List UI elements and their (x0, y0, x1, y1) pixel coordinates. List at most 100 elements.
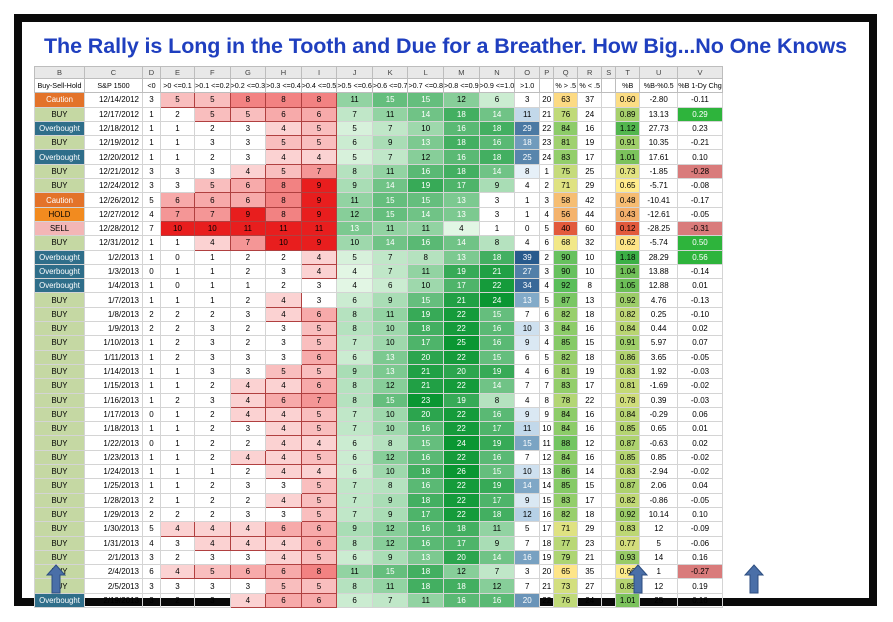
table-cell: 20 (443, 549, 480, 566)
table-cell: 11 (514, 421, 541, 437)
table-cell: 12 (371, 535, 409, 551)
table-cell: 0.83 (615, 363, 641, 380)
column-header: >0 <=0.1 (160, 77, 195, 94)
column-letter: N (478, 66, 516, 79)
table-cell: 3 (514, 564, 541, 580)
table-cell: 14 (539, 478, 555, 494)
table-cell: -2.80 (639, 92, 679, 108)
table-cell: 0.84 (615, 321, 641, 337)
table-cell: 2 (194, 149, 231, 165)
table-cell: 8 (229, 92, 267, 108)
table-cell: 4 (229, 163, 267, 180)
table-cell: 18 (577, 306, 603, 323)
table-cell: 7 (336, 406, 373, 423)
table-cell: 1 (160, 263, 195, 280)
table-cell: 0.04 (677, 478, 723, 494)
table-cell: 29 (514, 120, 541, 137)
table-cell (601, 464, 617, 480)
table-cell: 3 (194, 392, 231, 408)
table-cell: 0 (514, 220, 541, 237)
table-cell: 2 (160, 392, 195, 408)
column-letter: B (34, 66, 85, 79)
table-cell: 1 (160, 292, 195, 308)
column-header: >0.4 <=0.5 (300, 77, 338, 94)
table-cell: 9 (514, 492, 541, 508)
table-cell: 0.60 (615, 92, 641, 108)
column-header: >0.6 <=0.7 (371, 77, 409, 94)
table-cell: 18 (539, 535, 555, 551)
signal-cell: BUY (34, 363, 85, 380)
table-cell: 1 (539, 163, 555, 180)
table-cell: 34 (514, 278, 541, 294)
table-cell: 0 (160, 249, 195, 265)
table-cell: 7 (371, 592, 409, 608)
arrow-percent-b-column (744, 564, 764, 594)
table-cell: 8 (336, 306, 373, 323)
table-cell (601, 578, 617, 594)
column-header: >0.8 <=0.9 (443, 77, 480, 94)
table-cell: 6 (336, 292, 373, 308)
date-cell: 1/23/2013 (84, 449, 143, 466)
table-cell: 6 (539, 363, 555, 380)
table-cell: 3 (229, 549, 267, 566)
table-cell: 1 (160, 378, 195, 394)
column-header: >0.7 <=0.8 (407, 77, 445, 94)
table-cell: 0.87 (615, 435, 641, 451)
table-cell: 13 (443, 192, 480, 208)
table-cell: 14 (478, 163, 516, 180)
table-cell: 16 (407, 521, 445, 537)
table-cell: 4 (539, 278, 555, 294)
table-cell: 2 (194, 449, 231, 466)
table-cell: 1 (194, 263, 231, 280)
table-cell: 0 (142, 435, 161, 451)
table-cell: 16 (478, 449, 516, 466)
table-cell (601, 392, 617, 408)
table-cell: 17 (443, 278, 480, 294)
table-cell: 5 (539, 292, 555, 308)
table-cell: 0.62 (615, 235, 641, 251)
table-cell: 11 (336, 192, 373, 208)
table-cell (601, 278, 617, 294)
table-cell: 8 (371, 435, 409, 451)
table-cell: 4 (265, 449, 302, 466)
table-cell: 2 (229, 335, 267, 351)
table-cell: 4 (514, 392, 541, 408)
table-cell: -0.03 (677, 363, 723, 380)
table-cell: 3 (300, 292, 338, 308)
signal-cell: BUY (34, 435, 85, 451)
table-cell: 84 (553, 120, 579, 137)
date-cell: 1/7/2013 (84, 292, 143, 308)
table-cell: 81 (553, 363, 579, 380)
table-cell: 1 (160, 478, 195, 494)
table-cell: 7 (336, 335, 373, 351)
date-cell: 2/1/2013 (84, 549, 143, 566)
signal-cell: BUY (34, 506, 85, 523)
table-cell: 16 (478, 592, 516, 608)
table-cell: 25 (639, 592, 679, 608)
table-cell: 3 (160, 163, 195, 180)
table-cell: 17 (407, 506, 445, 523)
table-cell: 12 (407, 149, 445, 165)
table-cell: 4 (265, 406, 302, 423)
table-cell: 2 (265, 278, 302, 294)
table-cell: 1 (478, 220, 516, 237)
table-cell: 24 (539, 149, 555, 165)
date-cell: 1/4/2013 (84, 278, 143, 294)
table-cell: 12 (577, 435, 603, 451)
table-cell: 4 (265, 464, 302, 480)
table-cell: 4 (194, 521, 231, 537)
table-cell: 1.01 (615, 592, 641, 608)
table-cell: 8 (265, 206, 302, 222)
table-cell: 14 (407, 106, 445, 122)
table-cell: 5 (514, 521, 541, 537)
table-cell: 2 (142, 306, 161, 323)
table-cell: 21 (539, 578, 555, 594)
table-cell: 17 (407, 335, 445, 351)
table-cell: 3 (229, 363, 267, 380)
table-cell: 2.06 (639, 478, 679, 494)
table-cell: 3 (229, 349, 267, 365)
table-cell: 2 (194, 120, 231, 137)
table-cell: 0.07 (677, 335, 723, 351)
column-letter: L (407, 66, 445, 79)
